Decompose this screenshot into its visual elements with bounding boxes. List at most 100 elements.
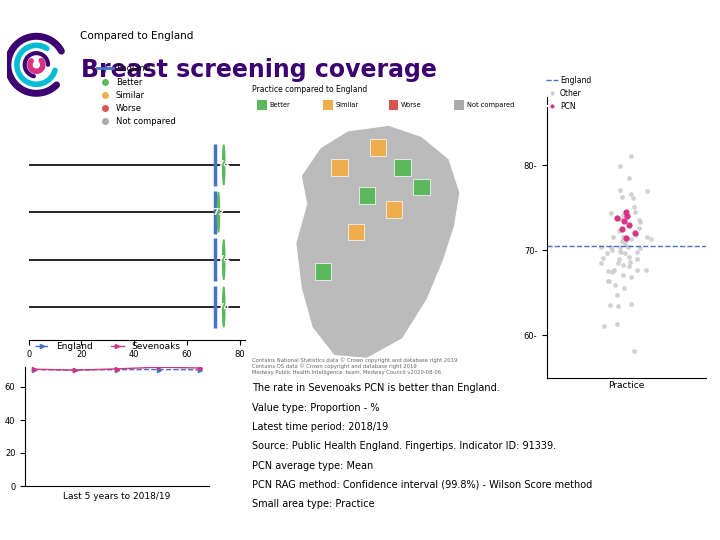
Point <box>623 220 634 229</box>
X-axis label: Last 5 years to 2018/19: Last 5 years to 2018/19 <box>63 491 171 501</box>
Point <box>616 192 628 201</box>
Bar <box>315 263 331 280</box>
Point <box>611 320 623 328</box>
Circle shape <box>222 145 225 185</box>
Point <box>616 225 628 233</box>
Point <box>598 253 609 262</box>
Point <box>601 249 613 258</box>
Point <box>616 247 627 256</box>
Text: Source: Public Health England. Fingertips. Indicator ID: 91339.: Source: Public Health England. Fingertip… <box>252 441 556 451</box>
Legend: England, Sevenoaks: England, Sevenoaks <box>32 339 184 355</box>
Bar <box>395 159 410 176</box>
Point <box>629 229 641 238</box>
Point <box>642 187 653 196</box>
Point <box>641 232 652 241</box>
Point <box>610 281 621 289</box>
Point <box>625 300 636 308</box>
Point <box>605 242 616 251</box>
Point <box>634 244 646 252</box>
Text: PCN RAG method: Confidence interval (99.8%) - Wilson Score method: PCN RAG method: Confidence interval (99.… <box>252 480 593 490</box>
Polygon shape <box>296 125 460 359</box>
Point <box>631 255 643 264</box>
Bar <box>323 100 333 110</box>
Point <box>607 232 618 241</box>
Point <box>603 277 615 286</box>
Bar <box>413 179 430 195</box>
Point <box>613 226 625 235</box>
Point <box>617 261 629 269</box>
Legend: England, Better, Similar, Worse, Not compared: England, Better, Similar, Worse, Not com… <box>94 61 179 130</box>
Text: Contains National Statistics data © Crown copyright and database right 2019
Cont: Contains National Statistics data © Crow… <box>252 357 457 375</box>
Point <box>607 246 618 254</box>
Point <box>613 302 624 310</box>
Text: Small area type: Practice: Small area type: Practice <box>252 499 374 509</box>
Text: Practice compared to England: Practice compared to England <box>252 85 367 94</box>
Point <box>618 271 629 279</box>
Point <box>613 259 624 267</box>
Point <box>631 231 642 239</box>
Point <box>619 239 631 248</box>
Point <box>631 265 643 274</box>
Point <box>611 214 623 222</box>
Text: 74: 74 <box>217 255 230 264</box>
Point <box>621 233 633 242</box>
Point <box>616 236 628 245</box>
Point <box>622 242 634 251</box>
Text: Value type: Proportion - %: Value type: Proportion - % <box>252 403 379 413</box>
Point <box>618 211 629 220</box>
Bar <box>331 159 348 176</box>
Bar <box>454 100 464 110</box>
Point <box>618 216 630 225</box>
Point <box>606 268 618 276</box>
Bar <box>369 139 386 156</box>
Point <box>640 265 652 274</box>
Point <box>614 162 626 171</box>
Text: The rate in Sevenoaks PCN is better than England.: The rate in Sevenoaks PCN is better than… <box>252 383 500 394</box>
Point <box>612 291 624 300</box>
Point <box>615 247 626 256</box>
Point <box>602 266 613 275</box>
Point <box>623 174 634 183</box>
Text: PCN average type: Mean: PCN average type: Mean <box>252 461 373 471</box>
Text: 74: 74 <box>217 160 230 170</box>
Point <box>606 209 617 218</box>
Point <box>625 234 636 243</box>
Circle shape <box>217 192 220 232</box>
Title: Compared to England: Compared to England <box>80 31 194 40</box>
Point <box>625 152 636 160</box>
Bar <box>348 224 364 240</box>
Point <box>595 259 606 268</box>
X-axis label: Practice: Practice <box>608 381 644 390</box>
Point <box>614 186 626 195</box>
Point <box>624 252 635 261</box>
Point <box>621 212 632 221</box>
Legend: England, Other, PCN: England, Other, PCN <box>543 73 594 114</box>
Point <box>634 224 645 232</box>
Bar <box>386 201 402 218</box>
Point <box>626 273 637 281</box>
Point <box>634 217 646 226</box>
Point <box>631 247 642 256</box>
Point <box>624 262 635 271</box>
Bar <box>389 100 398 110</box>
Point <box>621 233 632 242</box>
Point <box>629 202 640 211</box>
Point <box>615 214 626 223</box>
Point <box>621 236 632 245</box>
Point <box>633 216 644 225</box>
Point <box>595 242 607 251</box>
Text: Similar: Similar <box>336 102 359 108</box>
Text: Breast screening coverage: Breast screening coverage <box>81 58 437 82</box>
Text: Worse: Worse <box>401 102 422 108</box>
Point <box>618 284 630 293</box>
Text: Better: Better <box>270 102 291 108</box>
Point <box>624 258 635 266</box>
Text: 72: 72 <box>212 208 225 217</box>
Point <box>602 277 613 286</box>
Text: 28: 28 <box>9 8 26 22</box>
Bar <box>359 187 375 204</box>
Text: Latest time period: 2018/19: Latest time period: 2018/19 <box>252 422 388 432</box>
Point <box>625 190 636 198</box>
Point <box>618 249 630 258</box>
Point <box>613 254 625 263</box>
